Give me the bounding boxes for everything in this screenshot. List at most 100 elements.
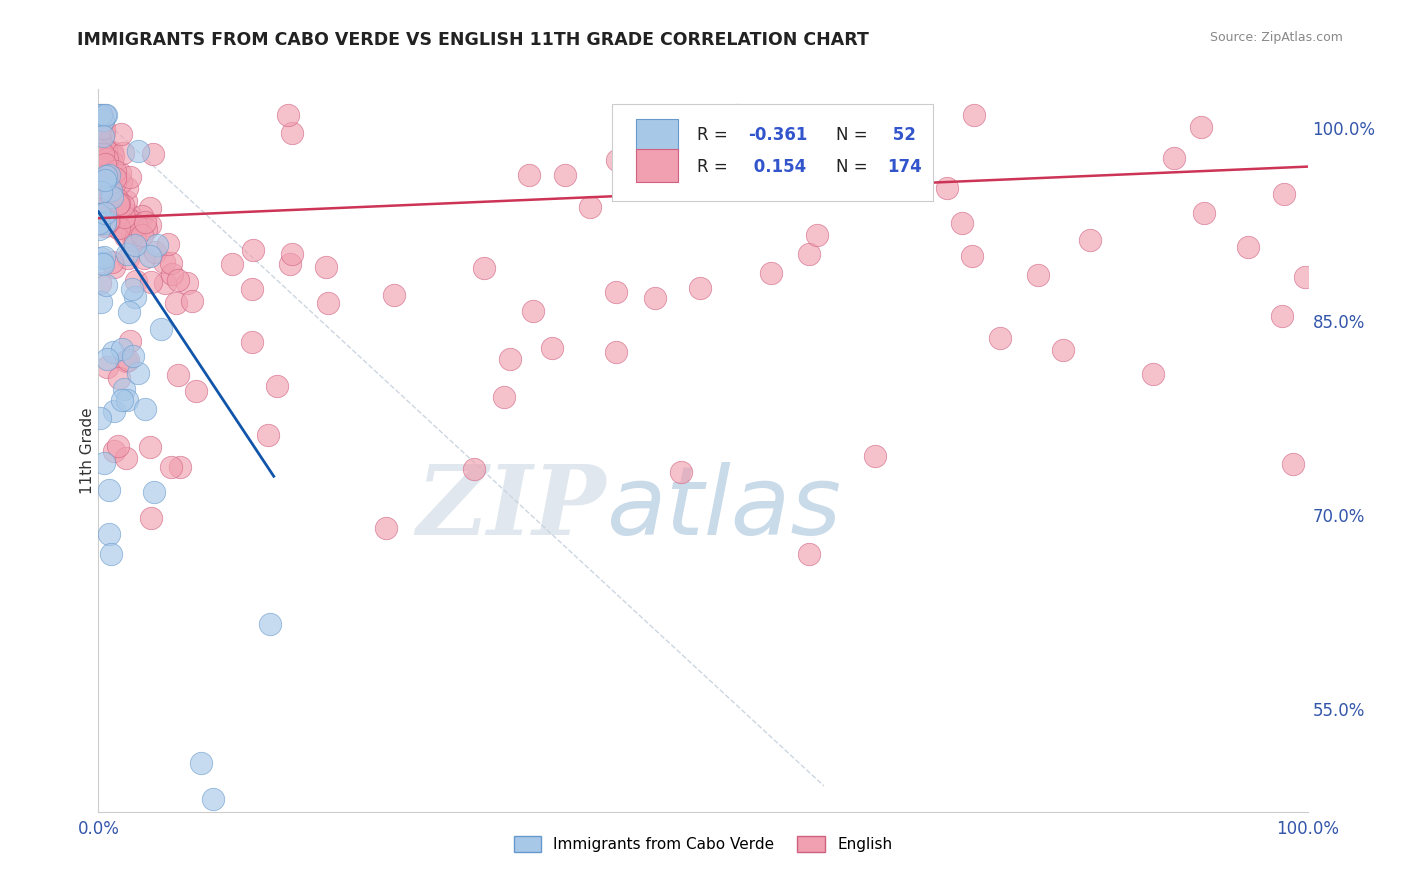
Point xyxy=(89,111,111,125)
Point xyxy=(135,222,157,236)
Point xyxy=(94,169,117,184)
Point xyxy=(103,403,125,417)
Point xyxy=(90,108,112,122)
Point xyxy=(176,276,198,290)
Point xyxy=(107,192,129,206)
Point xyxy=(89,179,111,194)
Point xyxy=(156,237,179,252)
Point xyxy=(93,211,115,226)
Point xyxy=(87,216,110,230)
Point xyxy=(863,449,886,463)
Point xyxy=(1294,270,1316,285)
Point xyxy=(107,196,129,211)
Point xyxy=(1078,233,1101,247)
Point xyxy=(202,792,225,806)
Point xyxy=(160,256,183,270)
Point xyxy=(120,169,142,184)
Point xyxy=(138,218,160,232)
Point xyxy=(101,149,124,163)
Point xyxy=(1026,268,1049,283)
Point xyxy=(606,153,628,167)
Point xyxy=(689,281,711,295)
Point xyxy=(131,209,153,223)
Point xyxy=(94,143,117,157)
Point xyxy=(94,214,117,228)
Point xyxy=(142,147,165,161)
Point xyxy=(1237,240,1260,254)
Point xyxy=(166,273,188,287)
Point xyxy=(90,256,112,270)
Point xyxy=(115,450,138,465)
Point xyxy=(759,266,782,280)
Point xyxy=(89,124,111,138)
Point xyxy=(160,267,183,281)
Point xyxy=(91,257,114,271)
Point xyxy=(101,174,124,188)
Point xyxy=(96,351,118,366)
Point xyxy=(93,456,115,470)
Point xyxy=(605,345,627,359)
Point xyxy=(118,304,141,318)
Point xyxy=(960,249,983,263)
Point xyxy=(89,183,111,197)
Point xyxy=(107,221,129,235)
Text: N =: N = xyxy=(837,158,873,176)
Point xyxy=(98,168,121,182)
Point xyxy=(91,108,114,122)
Text: Source: ZipAtlas.com: Source: ZipAtlas.com xyxy=(1209,31,1343,45)
Point xyxy=(89,163,111,178)
Point xyxy=(101,145,124,159)
Point xyxy=(93,173,115,187)
Point xyxy=(96,152,118,166)
Point xyxy=(120,208,142,222)
Point xyxy=(725,108,748,122)
Point xyxy=(97,214,120,228)
Point xyxy=(605,285,627,300)
Point xyxy=(87,222,110,236)
Point xyxy=(103,260,125,274)
Y-axis label: 11th Grade: 11th Grade xyxy=(80,407,94,494)
Point xyxy=(316,295,339,310)
Point xyxy=(93,157,115,171)
Point xyxy=(90,145,112,160)
Point xyxy=(91,176,114,190)
Point xyxy=(165,295,187,310)
Point xyxy=(127,366,149,380)
Point xyxy=(517,168,540,182)
Point xyxy=(90,180,112,194)
Point xyxy=(125,274,148,288)
Point xyxy=(278,257,301,271)
Point xyxy=(98,169,121,183)
Point xyxy=(541,341,564,355)
Point xyxy=(138,440,160,454)
FancyBboxPatch shape xyxy=(613,103,932,202)
Point xyxy=(90,142,112,156)
Text: 52: 52 xyxy=(887,126,915,144)
Point xyxy=(1189,120,1212,135)
Point xyxy=(93,126,115,140)
Point xyxy=(107,439,129,453)
Point xyxy=(259,616,281,631)
Point xyxy=(94,219,117,233)
Point xyxy=(143,244,166,259)
Point xyxy=(121,282,143,296)
Point xyxy=(104,170,127,185)
Point xyxy=(98,483,121,497)
Point xyxy=(112,211,135,225)
Point xyxy=(117,353,139,368)
Point xyxy=(115,247,138,261)
Point xyxy=(101,190,124,204)
Point xyxy=(94,277,117,292)
Text: 174: 174 xyxy=(887,158,921,176)
Point xyxy=(93,108,115,122)
Point xyxy=(100,155,122,169)
Point xyxy=(240,335,263,350)
Point xyxy=(117,392,139,407)
Point xyxy=(96,189,118,203)
Point xyxy=(1052,343,1074,358)
Point xyxy=(93,138,115,153)
Point xyxy=(143,484,166,499)
Point xyxy=(281,126,304,140)
Point xyxy=(499,351,522,366)
Point xyxy=(89,410,111,425)
